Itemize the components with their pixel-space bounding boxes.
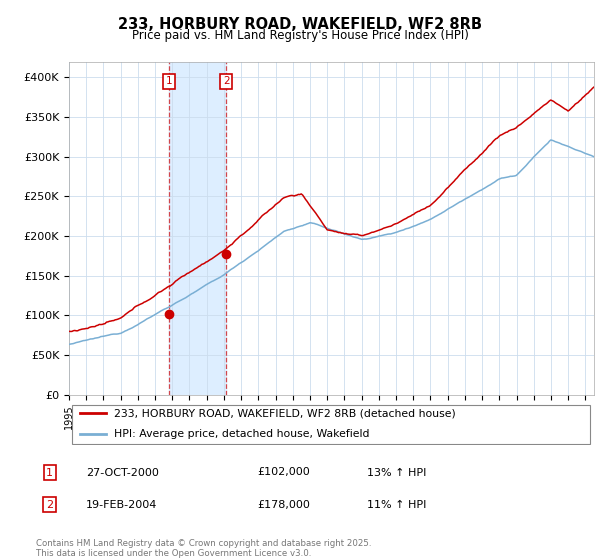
Text: HPI: Average price, detached house, Wakefield: HPI: Average price, detached house, Wake…: [113, 430, 369, 439]
Text: £102,000: £102,000: [257, 468, 310, 478]
Text: 13% ↑ HPI: 13% ↑ HPI: [367, 468, 427, 478]
Text: 2: 2: [223, 76, 229, 86]
Text: 233, HORBURY ROAD, WAKEFIELD, WF2 8RB: 233, HORBURY ROAD, WAKEFIELD, WF2 8RB: [118, 17, 482, 32]
FancyBboxPatch shape: [71, 405, 590, 444]
Text: Price paid vs. HM Land Registry's House Price Index (HPI): Price paid vs. HM Land Registry's House …: [131, 29, 469, 42]
Text: 233, HORBURY ROAD, WAKEFIELD, WF2 8RB (detached house): 233, HORBURY ROAD, WAKEFIELD, WF2 8RB (d…: [113, 408, 455, 418]
Text: 27-OCT-2000: 27-OCT-2000: [86, 468, 158, 478]
Text: 2: 2: [46, 500, 53, 510]
Text: 1: 1: [46, 468, 53, 478]
Text: 1: 1: [166, 76, 173, 86]
Text: 19-FEB-2004: 19-FEB-2004: [86, 500, 157, 510]
Text: 11% ↑ HPI: 11% ↑ HPI: [367, 500, 427, 510]
Text: £178,000: £178,000: [257, 500, 310, 510]
Bar: [169, 62, 226, 395]
Text: Contains HM Land Registry data © Crown copyright and database right 2025.
This d: Contains HM Land Registry data © Crown c…: [36, 539, 371, 558]
